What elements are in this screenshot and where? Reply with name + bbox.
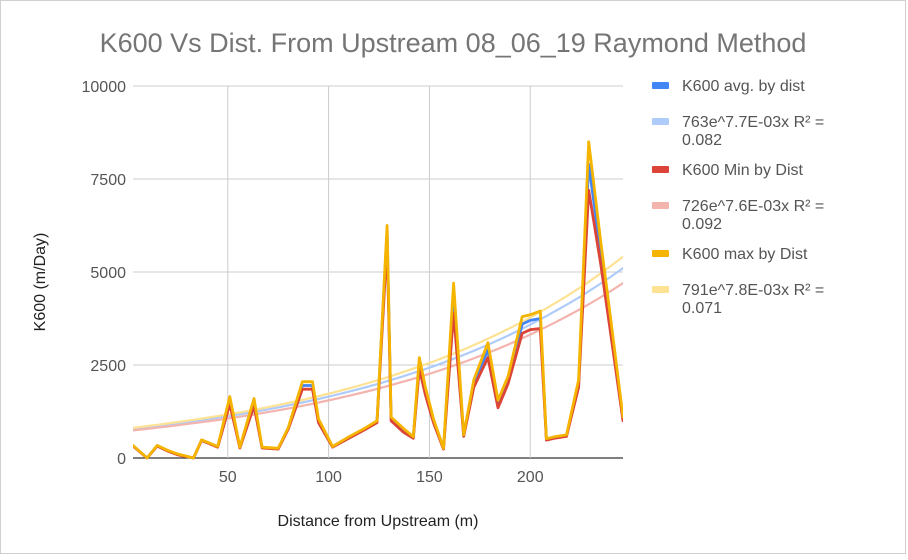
x-axis-title: Distance from Upstream (m) — [278, 513, 479, 530]
legend-swatch — [652, 250, 669, 257]
y-tick-label: 0 — [117, 451, 126, 468]
legend-label: K600 avg. by dist — [682, 78, 805, 95]
legend-item: K600 max by Dist — [652, 246, 808, 263]
x-tick-label: 100 — [315, 469, 342, 486]
legend-item: K600 avg. by dist — [652, 78, 805, 95]
legend-swatch — [652, 118, 669, 125]
y-tick-labels: 0 2500 5000 7500 10000 — [82, 79, 127, 468]
x-tick-label: 50 — [219, 469, 237, 486]
legend-swatch — [652, 286, 669, 293]
y-tick-label: 10000 — [82, 79, 127, 96]
legend-swatch — [652, 166, 669, 173]
legend-swatch — [652, 82, 669, 89]
legend-label: K600 max by Dist — [682, 246, 808, 263]
chart-title: K600 Vs Dist. From Upstream 08_06_19 Ray… — [100, 28, 807, 58]
legend: K600 avg. by dist 763e^7.7E-03x R² = 0.082… — [652, 78, 824, 317]
x-tick-label: 200 — [517, 469, 544, 486]
trendline-2 — [133, 255, 623, 429]
legend-item: 726e^7.6E-03x R² = 0.092 — [652, 198, 824, 233]
series-line-5 — [133, 140, 623, 460]
legend-label: 726e^7.6E-03x R² = 0.092 — [682, 198, 824, 233]
y-tick-label: 5000 — [90, 265, 126, 282]
legend-label: 791e^7.8E-03x R² = 0.071 — [682, 282, 824, 317]
x-tick-labels: 50 100 150 200 — [219, 469, 544, 486]
series-layer — [133, 140, 623, 460]
y-axis-title: K600 (m/Day) — [32, 233, 49, 332]
legend-label: 763e^7.7E-03x R² = 0.082 — [682, 114, 824, 149]
legend-swatch — [652, 202, 669, 209]
legend-label: K600 Min by Dist — [682, 162, 803, 179]
legend-item: 791e^7.8E-03x R² = 0.071 — [652, 282, 824, 317]
y-tick-label: 7500 — [90, 172, 126, 189]
x-tick-label: 150 — [416, 469, 443, 486]
legend-item: 763e^7.7E-03x R² = 0.082 — [652, 114, 824, 149]
y-tick-label: 2500 — [90, 358, 126, 375]
legend-item: K600 Min by Dist — [652, 162, 803, 179]
